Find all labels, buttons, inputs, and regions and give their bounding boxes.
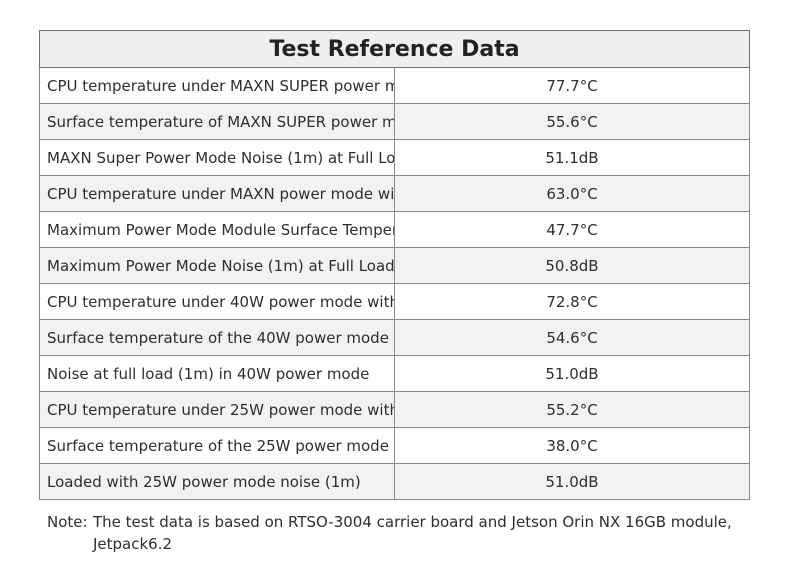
row-value: 72.8°C: [394, 283, 750, 320]
row-value: 55.2°C: [394, 391, 750, 428]
row-label: Surface temperature of the 25W power mod…: [39, 427, 395, 464]
row-value: 51.1dB: [394, 139, 750, 176]
table-row: CPU temperature under MAXN SUPER power m…: [39, 67, 750, 104]
reference-table-container: Test Reference Data CPU temperature unde…: [39, 30, 750, 500]
table-row: Maximum Power Mode Noise (1m) at Full Lo…: [39, 247, 750, 284]
table-row: Surface temperature of the 40W power mod…: [39, 319, 750, 356]
row-label: Noise at full load (1m) in 40W power mod…: [39, 355, 395, 392]
row-label: CPU temperature under 40W power mode wit…: [39, 283, 395, 320]
row-label: Maximum Power Mode Module Surface Temper…: [39, 211, 395, 248]
table-title: Test Reference Data: [39, 30, 750, 68]
table-row: Noise at full load (1m) in 40W power mod…: [39, 355, 750, 392]
row-value: 50.8dB: [394, 247, 750, 284]
row-value: 51.0dB: [394, 355, 750, 392]
row-label: MAXN Super Power Mode Noise (1m) at Full…: [39, 139, 395, 176]
row-label: Maximum Power Mode Noise (1m) at Full Lo…: [39, 247, 395, 284]
row-value: 77.7°C: [394, 67, 750, 104]
table-row: Surface temperature of the 25W power mod…: [39, 427, 750, 464]
row-value: 51.0dB: [394, 463, 750, 500]
reference-table: Test Reference Data CPU temperature unde…: [39, 30, 750, 500]
table-row: Loaded with 25W power mode noise (1m) 51…: [39, 463, 750, 500]
table-header-row: Test Reference Data: [39, 30, 750, 68]
row-label: CPU temperature under 25W power mode wit…: [39, 391, 395, 428]
footnote-label: Note:: [47, 513, 88, 531]
table-row: Maximum Power Mode Module Surface Temper…: [39, 211, 750, 248]
table-row: CPU temperature under 40W power mode wit…: [39, 283, 750, 320]
row-value: 38.0°C: [394, 427, 750, 464]
row-label: Surface temperature of MAXN SUPER power …: [39, 103, 395, 140]
row-value: 55.6°C: [394, 103, 750, 140]
row-value: 54.6°C: [394, 319, 750, 356]
row-value: 47.7°C: [394, 211, 750, 248]
row-value: 63.0°C: [394, 175, 750, 212]
table-row: Surface temperature of MAXN SUPER power …: [39, 103, 750, 140]
row-label: CPU temperature under MAXN power mode wi…: [39, 175, 395, 212]
row-label: CPU temperature under MAXN SUPER power m…: [39, 67, 395, 104]
table-row: CPU temperature under MAXN power mode wi…: [39, 175, 750, 212]
footnote-text: The test data is based on RTSO-3004 carr…: [93, 513, 732, 553]
footnote: Note: The test data is based on RTSO-300…: [47, 511, 747, 555]
table-row: MAXN Super Power Mode Noise (1m) at Full…: [39, 139, 750, 176]
row-label: Surface temperature of the 40W power mod…: [39, 319, 395, 356]
row-label: Loaded with 25W power mode noise (1m): [39, 463, 395, 500]
table-row: CPU temperature under 25W power mode wit…: [39, 391, 750, 428]
